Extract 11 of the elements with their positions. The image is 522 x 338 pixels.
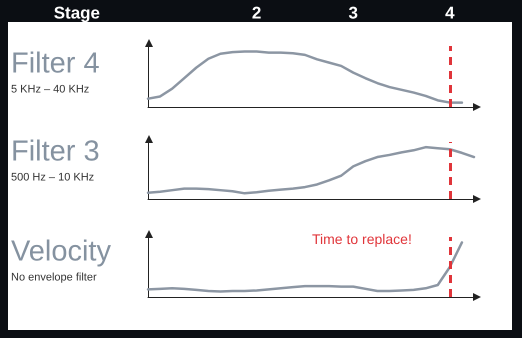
chart-title: Filter 3: [11, 136, 100, 168]
text: No envelope filter: [11, 272, 97, 284]
chart-title: Velocity: [11, 236, 112, 268]
x-tick-label: 3: [348, 4, 358, 22]
x-axis-title: Stage: [54, 4, 100, 22]
x-tick-label: 4: [445, 4, 456, 22]
annotation: Time to replace!: [312, 231, 412, 247]
x-tick-label: 2: [252, 4, 262, 22]
chart-title: Filter 4: [11, 48, 100, 80]
text: 500 Hz – 10 KHz: [11, 172, 94, 184]
text: 5 KHz – 40 KHz: [11, 84, 90, 96]
